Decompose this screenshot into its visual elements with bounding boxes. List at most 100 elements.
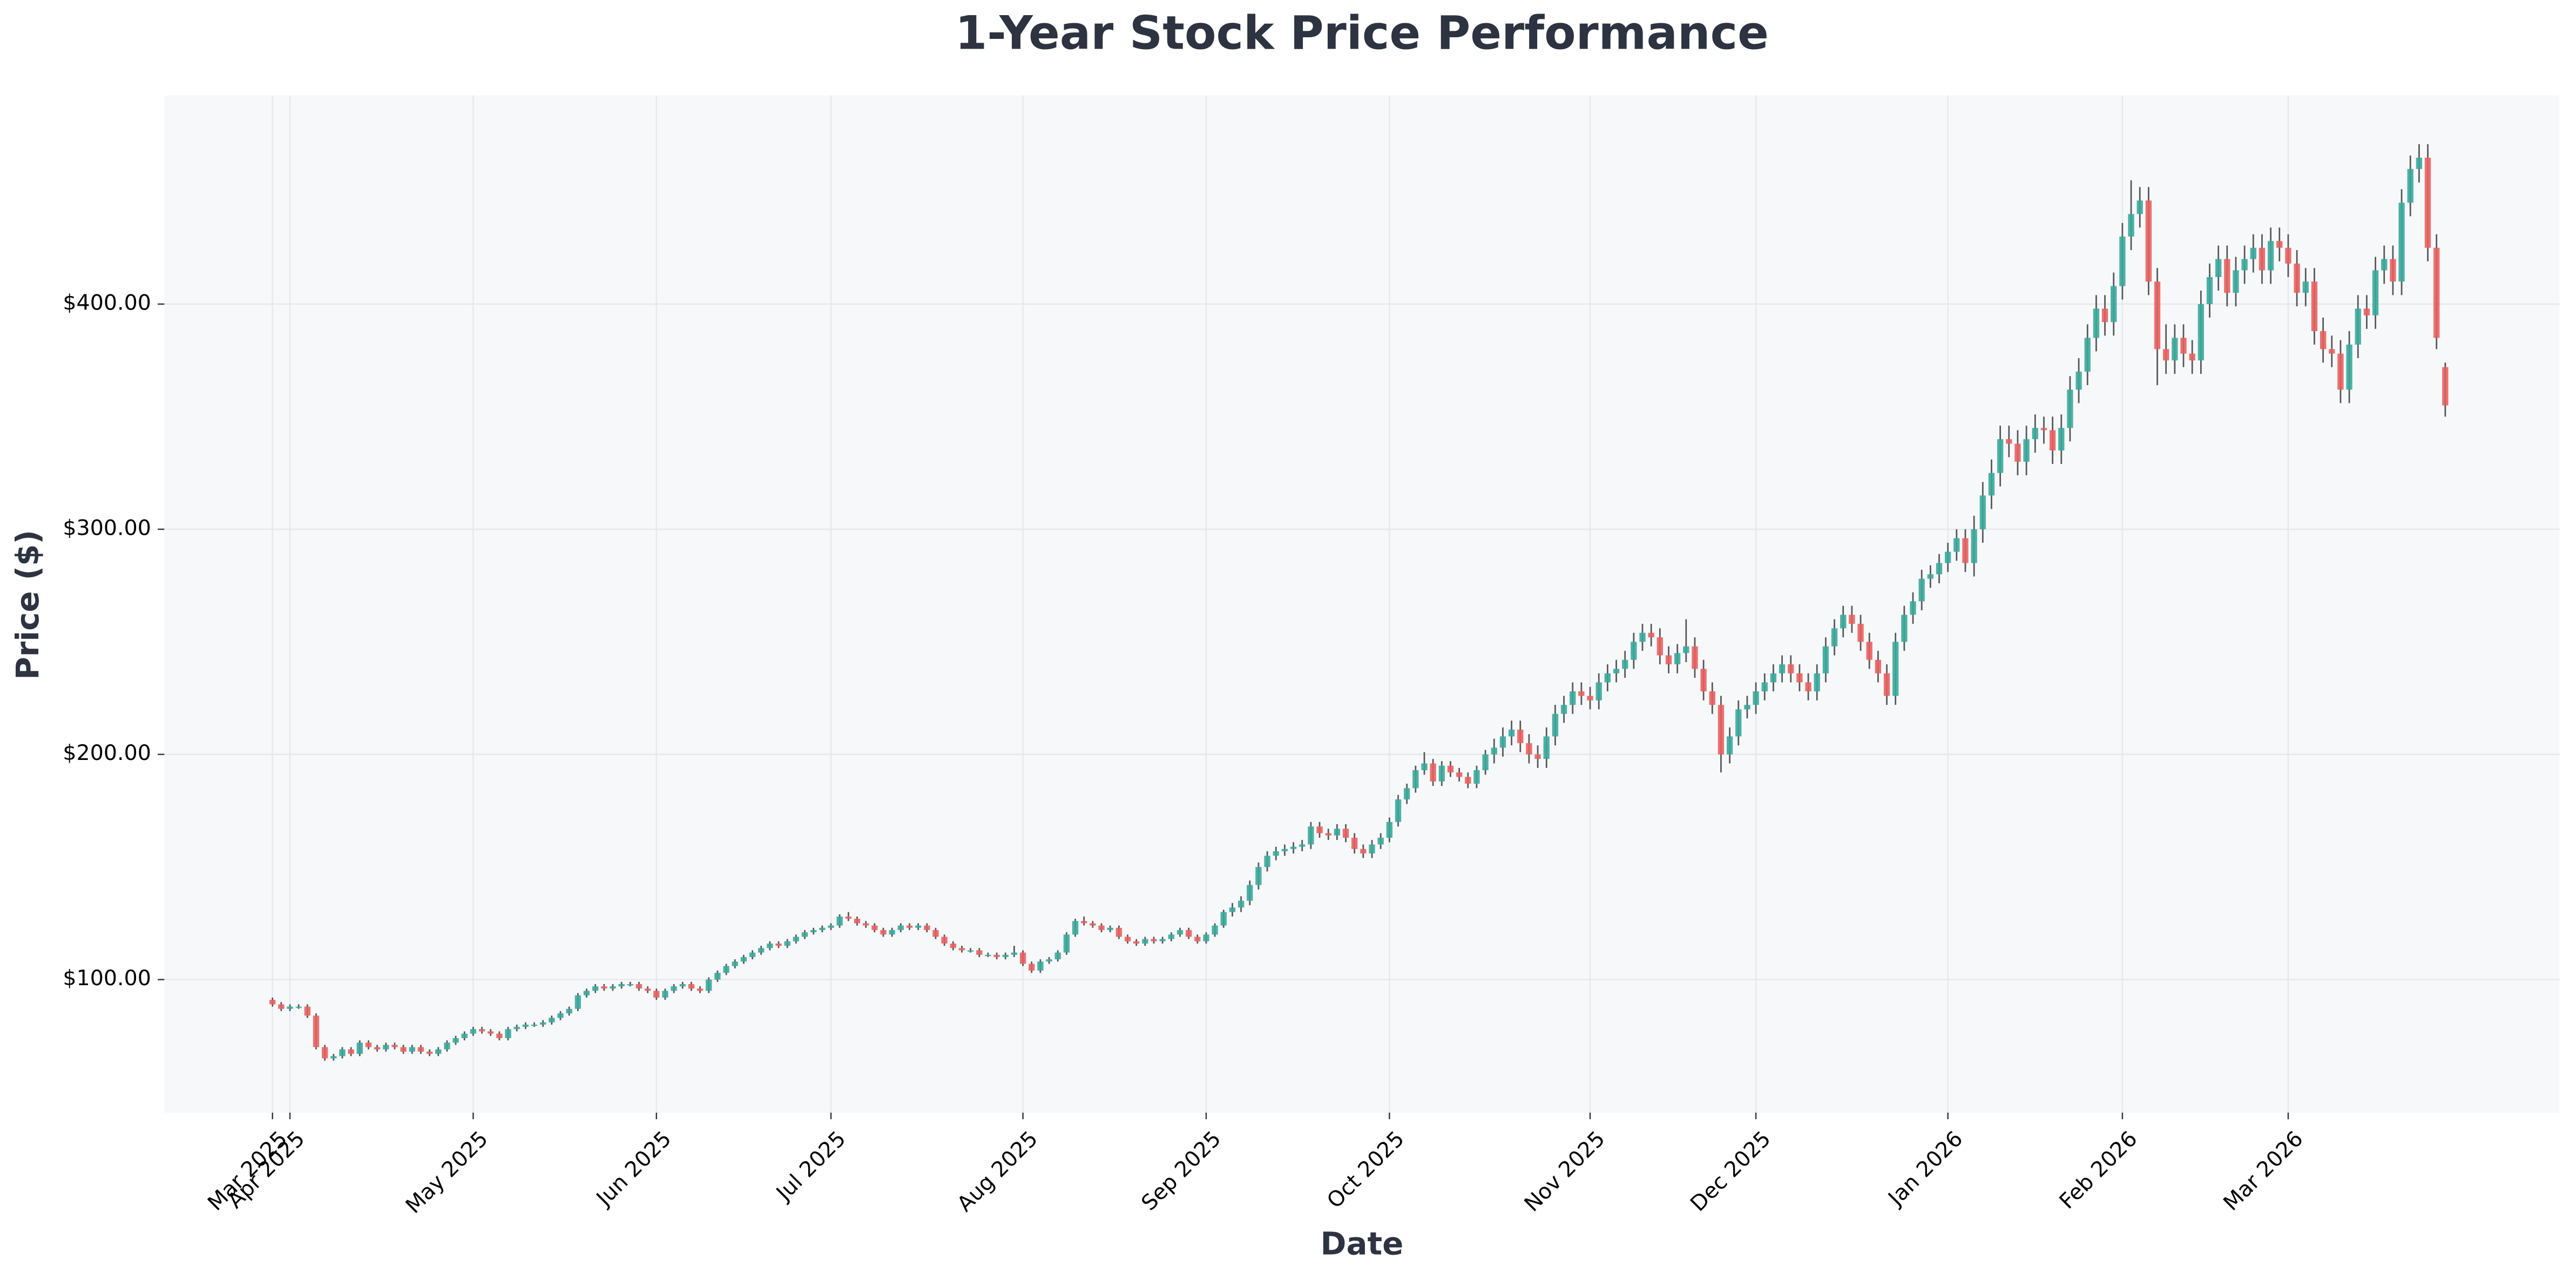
- candle-body: [1194, 937, 1201, 941]
- candle-body: [1683, 646, 1689, 654]
- candle-body: [2067, 389, 2073, 428]
- candle-body: [828, 925, 834, 928]
- candle-body: [1910, 601, 1916, 615]
- candle-body: [1648, 632, 1654, 637]
- candle-body: [2398, 203, 2405, 282]
- y-tick-label: $300.00: [63, 515, 151, 540]
- candle-body: [1430, 763, 1436, 782]
- candle-body: [1962, 538, 1969, 563]
- candle-body: [1334, 829, 1341, 836]
- candle-body: [1657, 637, 1663, 656]
- candle-body: [2084, 338, 2091, 372]
- candle-body: [1560, 705, 1567, 714]
- candle-body: [1456, 772, 1463, 777]
- candle-body: [2049, 430, 2056, 450]
- candle-body: [2006, 439, 2012, 444]
- candle-body: [269, 1000, 276, 1005]
- candle-body: [1342, 829, 1349, 838]
- candle-body: [2058, 428, 2065, 450]
- candle-body: [1360, 849, 1367, 854]
- candle-body: [862, 923, 869, 926]
- candle-body: [697, 988, 704, 991]
- candle-body: [749, 952, 756, 957]
- candle-body: [793, 937, 800, 941]
- candle-body: [313, 1015, 320, 1047]
- candle-body: [2128, 214, 2134, 237]
- candle-body: [1674, 653, 1681, 664]
- candle-body: [610, 986, 616, 989]
- candle-body: [1979, 495, 1986, 529]
- candle-body: [2311, 281, 2318, 332]
- candle-body: [1019, 952, 1026, 964]
- candle-body: [1631, 642, 1637, 660]
- candle-body: [1412, 770, 1419, 789]
- candle-body: [330, 1056, 337, 1059]
- candle-body: [2320, 331, 2327, 349]
- candle-body: [1779, 664, 1786, 674]
- candle-body: [810, 930, 817, 933]
- candle-body: [880, 930, 887, 935]
- y-axis-title: Price ($): [9, 530, 46, 679]
- candle-body: [1517, 729, 1524, 743]
- candle-body: [1840, 615, 1847, 629]
- x-tick-label: Oct 2025: [1322, 1126, 1409, 1213]
- candle-body: [1465, 777, 1471, 784]
- candle-body: [653, 991, 660, 998]
- candle-body: [775, 943, 782, 946]
- candle-body: [1238, 900, 1245, 908]
- candle-body: [478, 1029, 485, 1032]
- candle-body: [1351, 837, 1358, 849]
- candle-body: [2285, 247, 2291, 264]
- plot-area: [164, 95, 2560, 1113]
- candle-body: [732, 961, 738, 966]
- candle-body: [706, 979, 712, 991]
- candle-body: [854, 919, 861, 924]
- candle-body: [889, 930, 895, 935]
- candle-body: [1421, 763, 1428, 770]
- candle-body: [941, 937, 948, 944]
- candle-body: [1718, 705, 1725, 755]
- candle-body: [339, 1049, 346, 1056]
- candle-body: [2276, 241, 2283, 248]
- candle-body: [1473, 770, 1480, 784]
- x-tick-label: Aug 2025: [952, 1126, 1043, 1216]
- candle-body: [2267, 241, 2274, 271]
- candle-body: [1151, 939, 1157, 941]
- candle-body: [2302, 281, 2309, 293]
- candle-body: [836, 916, 843, 926]
- candle-body: [409, 1047, 415, 1052]
- candle-body: [1857, 623, 1864, 642]
- candle-body: [2442, 367, 2449, 406]
- x-tick-label: Nov 2025: [1519, 1126, 1610, 1216]
- candle-body: [1578, 691, 1585, 696]
- candle-body: [1883, 673, 1890, 696]
- candle-body: [1046, 959, 1052, 962]
- candle-body: [2294, 263, 2300, 293]
- candle-body: [348, 1049, 354, 1054]
- candle-body: [1011, 952, 1018, 955]
- candle-body: [1508, 729, 1515, 737]
- candle-body: [321, 1047, 328, 1059]
- candle-body: [1037, 961, 1044, 971]
- candle-body: [1159, 939, 1166, 941]
- candle-body: [2355, 308, 2361, 345]
- candle-body: [2337, 353, 2344, 390]
- candle-body: [924, 925, 930, 930]
- candle-body: [2180, 338, 2187, 354]
- candle-body: [618, 984, 625, 987]
- candle-body: [1971, 529, 1977, 563]
- candle-body: [2407, 169, 2413, 203]
- candle-body: [1203, 934, 1209, 941]
- candle-body: [417, 1047, 424, 1052]
- candle-body: [1692, 646, 1698, 669]
- x-axis-title: Date: [1321, 1226, 1404, 1262]
- candle-body: [871, 925, 878, 930]
- candle-body: [1866, 642, 1872, 660]
- candle-body: [601, 986, 607, 989]
- candle-body: [1491, 748, 1497, 755]
- candle-body: [967, 950, 974, 952]
- candle-body: [2093, 308, 2100, 338]
- candle-body: [1142, 939, 1148, 944]
- candle-body: [1665, 655, 1672, 664]
